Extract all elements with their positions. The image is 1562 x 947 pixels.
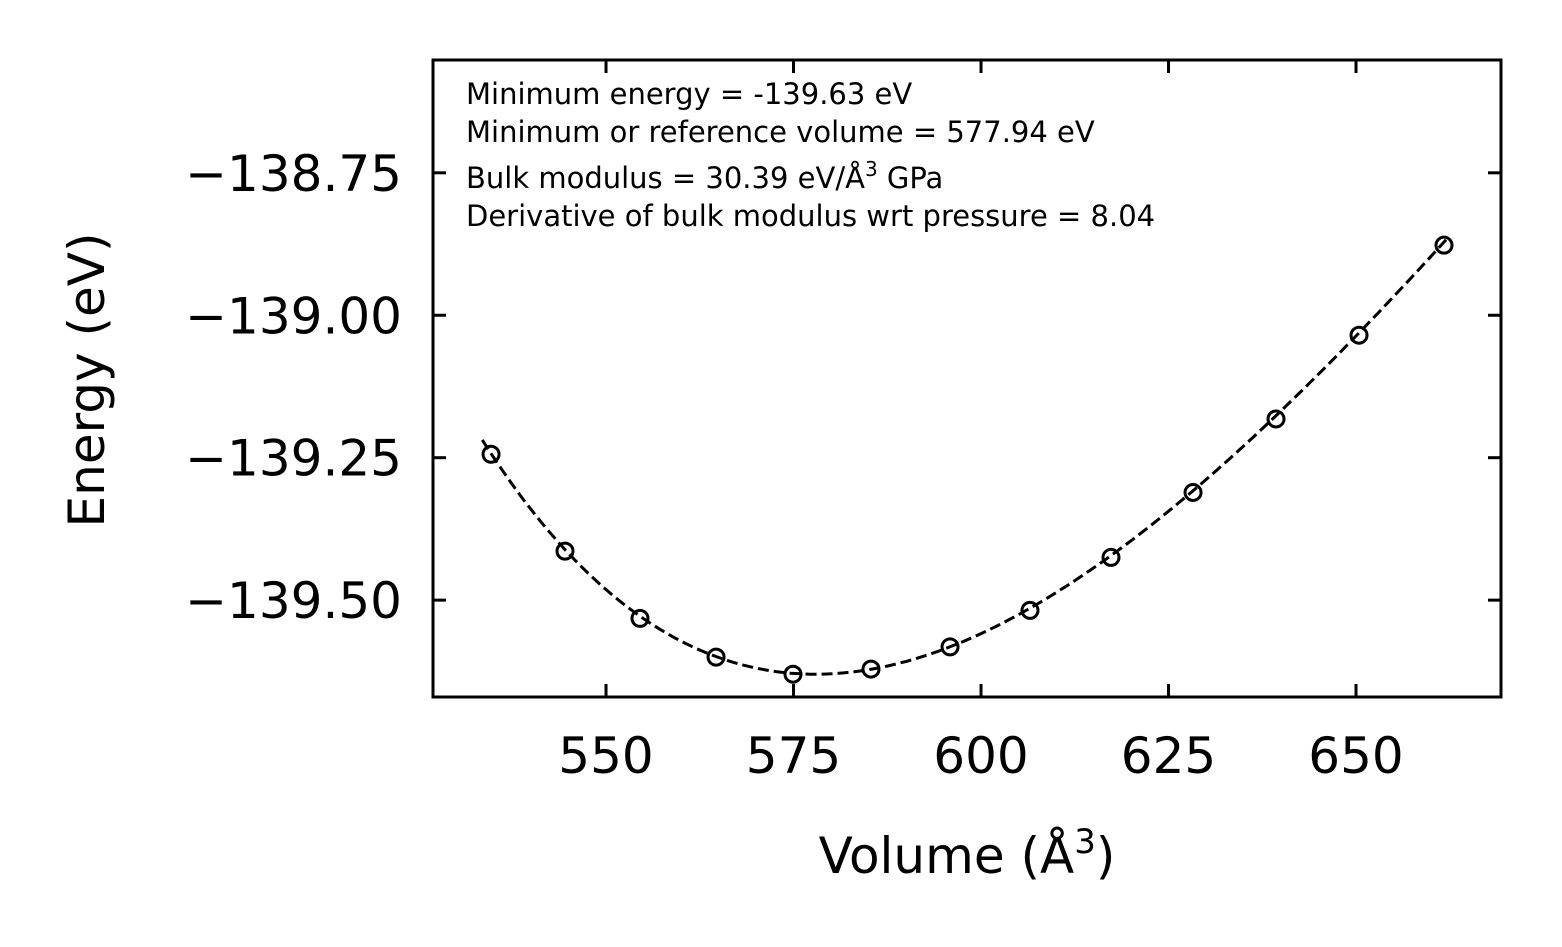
annotation-line-1: Minimum energy = -139.63 eV <box>466 77 912 111</box>
x-tick-label: 550 <box>558 727 653 785</box>
data-point <box>861 659 881 679</box>
data-point <box>706 647 726 667</box>
data-point <box>1183 482 1203 502</box>
x-axis-label-post: ) <box>1096 827 1116 885</box>
data-point <box>630 608 650 628</box>
y-tick-label: −139.00 <box>185 287 402 345</box>
x-axis-label-sup: 3 <box>1074 822 1096 862</box>
y-tick-label: −139.25 <box>185 430 402 488</box>
x-tick-label: 575 <box>746 727 841 785</box>
y-tick-label: −139.50 <box>185 572 402 630</box>
annotation-line-3: Bulk modulus = 30.39 eV/Å3 GPa <box>466 157 943 195</box>
annotation-line-3-sup: 3 <box>865 157 878 181</box>
data-point <box>1349 325 1369 345</box>
x-tick-label: 625 <box>1121 727 1216 785</box>
annotation-line-3-pre: Bulk modulus = 30.39 eV/Å <box>466 161 865 195</box>
x-tick-label: 650 <box>1308 727 1403 785</box>
y-tick-label: −138.75 <box>185 145 402 203</box>
data-point <box>940 637 960 657</box>
y-axis-label: Energy (eV) <box>58 233 116 528</box>
data-point <box>555 541 575 561</box>
data-point <box>1434 235 1454 255</box>
x-tick-label: 600 <box>933 727 1028 785</box>
annotation-line-2: Minimum or reference volume = 577.94 eV <box>466 115 1095 149</box>
annotation-line-4: Derivative of bulk modulus wrt pressure … <box>466 199 1155 233</box>
plot-frame <box>431 58 1503 699</box>
data-point <box>1101 547 1121 567</box>
fit-curve <box>481 238 1448 676</box>
data-point <box>783 664 803 684</box>
annotation-line-3-post: GPa <box>878 161 944 195</box>
data-point <box>1020 600 1040 620</box>
x-axis-label-pre: Volume (Å <box>819 827 1075 885</box>
x-axis-label: Volume (Å3) <box>819 822 1116 885</box>
data-point <box>1266 409 1286 429</box>
data-point <box>481 444 501 464</box>
